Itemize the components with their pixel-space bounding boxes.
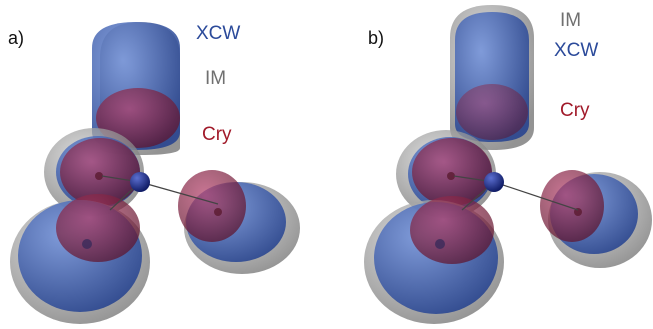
panel-b-label: b): [368, 28, 384, 48]
panel-a-lower-left-lobe: [10, 194, 150, 324]
panel-b-legend-label-3: Cry: [560, 100, 590, 121]
panel-b-legend-label-2: XCW: [554, 40, 598, 61]
panel-a-label: a): [8, 28, 24, 48]
panel-a-right-lobe: [178, 170, 300, 274]
panel-b-right-lobe: [540, 170, 652, 268]
panel-a-central-atom: [130, 172, 150, 192]
panel-a-upper-left-lobe: [44, 128, 144, 216]
panel-b-legend-label-1: IM: [560, 10, 581, 31]
panel-b-top-lobe: [450, 5, 534, 150]
panel-b: b): [364, 5, 652, 324]
panel-b-upper-left-lobe: [396, 130, 496, 218]
panel-b-lower-left-lobe: [364, 196, 504, 324]
panel-a-legend-label-2: IM: [205, 68, 226, 89]
panel-a-legend-label-1: XCW: [196, 23, 240, 44]
panel-a-legend-label-3: Cry: [202, 124, 232, 145]
panel-a: a): [8, 22, 300, 324]
panel-b-central-atom: [484, 172, 504, 192]
